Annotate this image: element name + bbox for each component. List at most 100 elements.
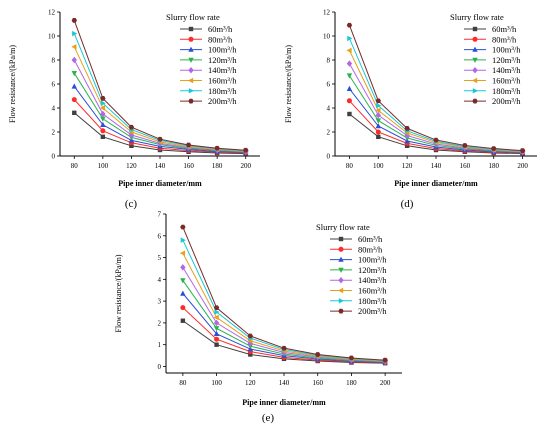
- legend-marker: [472, 26, 478, 32]
- legend-label: 120m³/h: [208, 55, 237, 65]
- x-tick-label: 100: [98, 162, 109, 170]
- data-point: [72, 110, 77, 115]
- data-point: [157, 136, 163, 142]
- data-point: [281, 345, 287, 351]
- data-point: [71, 97, 77, 103]
- data-point: [404, 126, 410, 131]
- legend-label: 200m³/h: [492, 96, 521, 106]
- data-point: [376, 102, 382, 109]
- data-point: [100, 110, 106, 118]
- y-tick-label: 5: [158, 254, 162, 262]
- legend-label: 80m³/h: [358, 244, 383, 254]
- legend-label: 140m³/h: [208, 65, 237, 75]
- data-point: [100, 121, 106, 127]
- x-tick-label: 180: [346, 379, 357, 387]
- series-7: [71, 18, 249, 153]
- data-point: [213, 305, 220, 310]
- x-axis-title: Pipe inner diameter/mm: [242, 398, 326, 407]
- data-point: [185, 142, 192, 148]
- data-point: [346, 22, 353, 28]
- y-tick-label: 4: [327, 105, 331, 113]
- legend-marker: [472, 67, 478, 74]
- panel-label: (d): [401, 198, 414, 210]
- data-point: [247, 338, 253, 344]
- legend-marker: [188, 88, 194, 94]
- x-tick-label: 200: [380, 379, 391, 387]
- data-point: [100, 128, 106, 134]
- x-tick-label: 80: [346, 162, 354, 170]
- legend-title: Slurry flow rate: [450, 12, 504, 22]
- legend: Slurry flow rate 60m³/h80m³/h100m³/h120m³…: [450, 12, 521, 106]
- data-point: [100, 134, 106, 139]
- x-tick-label: 120: [126, 162, 137, 170]
- legend-marker: [188, 26, 194, 32]
- data-point: [376, 134, 381, 139]
- y-tick-label: 2: [158, 319, 162, 327]
- panel-label: (e): [262, 412, 275, 424]
- y-tick-label: 6: [52, 81, 56, 89]
- y-tick-label: 4: [158, 276, 162, 284]
- data-point: [375, 123, 381, 129]
- legend-label: 60m³/h: [208, 24, 233, 34]
- series-line: [182, 226, 386, 361]
- data-point: [347, 35, 353, 42]
- y-tick-label: 10: [323, 33, 331, 41]
- legend-label: 200m³/h: [208, 96, 237, 106]
- legend-marker: [338, 308, 344, 314]
- data-point: [433, 137, 439, 143]
- y-tick-label: 0: [327, 153, 331, 161]
- x-tick-label: 160: [460, 162, 471, 170]
- data-point: [157, 140, 163, 147]
- y-tick-label: 6: [327, 81, 331, 89]
- data-point: [128, 124, 135, 130]
- y-tick-label: 12: [323, 9, 331, 17]
- legend-marker: [188, 36, 194, 42]
- data-point: [348, 355, 355, 361]
- data-point: [247, 333, 253, 339]
- data-point: [519, 148, 526, 153]
- data-point: [99, 105, 106, 111]
- data-point: [71, 18, 77, 23]
- legend-marker: [338, 236, 344, 242]
- legend-label: 60m³/h: [492, 24, 517, 34]
- data-point: [243, 147, 249, 153]
- legend-label: 160m³/h: [358, 286, 387, 296]
- legend-label: 100m³/h: [208, 45, 237, 55]
- legend-label: 60m³/h: [358, 234, 383, 244]
- legend-label: 120m³/h: [358, 265, 387, 275]
- panel-c: 0 2 4 6 8 10 12 80 100 120 140 160 180 200 Pipe inner …: [8, 9, 260, 210]
- x-tick-label: 160: [183, 162, 194, 170]
- series-7: [180, 224, 388, 363]
- data-point: [71, 56, 77, 64]
- data-point: [247, 344, 253, 350]
- legend: Slurry flow rate 60m³/h80m³/h100m³/h120m³…: [316, 222, 387, 316]
- y-tick-label: 0: [52, 153, 56, 161]
- data-point: [72, 30, 78, 37]
- data-point: [213, 330, 220, 336]
- data-point: [375, 98, 381, 104]
- x-tick-label: 100: [373, 162, 384, 170]
- x-tick-label: 160: [312, 379, 323, 387]
- x-tick-label: 80: [179, 379, 187, 387]
- data-point: [180, 278, 186, 284]
- y-tick-label: 8: [327, 57, 331, 65]
- data-point: [382, 357, 388, 363]
- y-tick-label: 8: [52, 57, 56, 65]
- legend-label: 140m³/h: [358, 275, 387, 285]
- y-tick-label: 12: [48, 9, 56, 17]
- legend-label: 80m³/h: [208, 34, 233, 44]
- data-point: [100, 96, 106, 101]
- y-tick-label: 6: [158, 232, 162, 240]
- legend-marker: [338, 267, 344, 273]
- data-point: [100, 100, 106, 106]
- data-point: [347, 111, 352, 117]
- x-tick-label: 200: [517, 162, 528, 170]
- data-point: [315, 352, 321, 357]
- data-point: [129, 143, 134, 148]
- y-tick-label: 2: [52, 129, 56, 137]
- data-point: [213, 326, 220, 332]
- panel-d: 0 2 4 6 8 10 12 80 100 120 140 160 180 200 Pipe inner …: [284, 9, 537, 210]
- panel-e: 0 1 2 3 4 5 6 7 80 100 120 140 160 180 200 Pipe inner d…: [114, 211, 402, 424]
- x-tick-label: 120: [245, 379, 256, 387]
- legend-marker: [472, 57, 478, 63]
